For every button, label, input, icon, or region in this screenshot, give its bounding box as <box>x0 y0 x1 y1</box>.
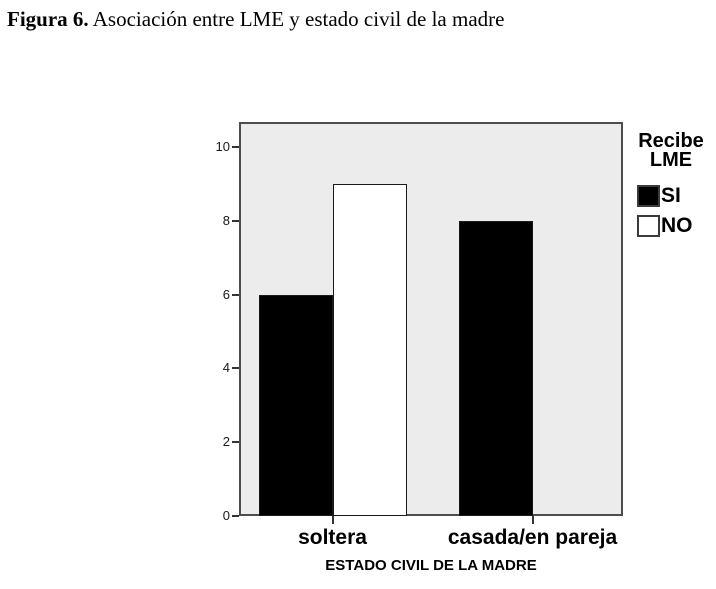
y-tick <box>232 515 239 517</box>
y-tick <box>232 293 239 296</box>
x-tick <box>331 516 334 524</box>
figure-caption-label: Figura 6. <box>7 7 89 31</box>
legend-label-si: SI <box>661 184 681 207</box>
y-tick-label: 6 <box>222 286 230 302</box>
legend-swatch-si-icon <box>637 185 660 207</box>
y-tick-label: 4 <box>222 360 230 376</box>
legend-entry-si: SI <box>637 184 714 208</box>
bar-si-0 <box>258 294 333 516</box>
figure-caption: Figura 6. Asociación entre LME y estado … <box>7 6 504 32</box>
legend-entry-no: NO <box>637 214 714 238</box>
y-tick-label: 0 <box>222 508 230 523</box>
y-tick-label: 10 <box>215 139 230 154</box>
x-category-label: soltera <box>298 526 367 549</box>
legend-label-no: NO <box>661 214 693 237</box>
x-axis-title: ESTADO CIVIL DE LA MADRE <box>325 557 537 574</box>
y-tick-label: 2 <box>222 434 230 450</box>
figure-caption-text: Asociación entre LME y estado civil de l… <box>88 7 505 31</box>
y-tick-label: 8 <box>222 212 230 228</box>
y-tick <box>232 219 239 222</box>
x-category-label: casada/en pareja <box>447 526 618 549</box>
legend-title: Recibe LME <box>638 130 704 171</box>
legend-swatch-no-icon <box>637 215 660 237</box>
bar-si-1 <box>458 220 533 516</box>
legend: Recibe LME SI NO <box>628 130 714 238</box>
x-tick <box>531 516 534 524</box>
y-tick <box>232 367 239 370</box>
y-tick <box>232 441 239 444</box>
y-tick <box>232 146 239 148</box>
bar-no-0 <box>332 183 407 516</box>
